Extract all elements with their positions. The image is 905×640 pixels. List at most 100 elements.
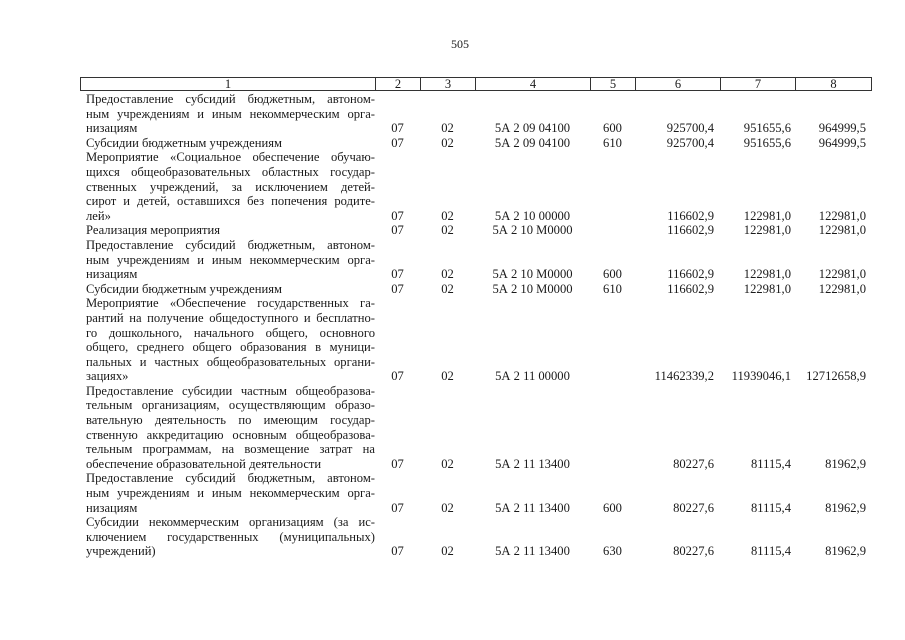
cell-c6: 116602,9 (667, 223, 714, 238)
cell-c8: 122981,0 (818, 267, 866, 282)
row-name-line: го дошкольного, начального общего, основ… (86, 325, 375, 340)
cell-c4: 5А 2 10 М0000 (492, 281, 573, 296)
cell-c3: 02 (441, 281, 454, 296)
row-name: Предоставление субсидий бюджетным, автон… (80, 471, 375, 515)
row-name-line: низациям (86, 121, 138, 136)
cell-c2: 07 (391, 208, 404, 223)
cell-c4: 5А 2 10 М0000 (492, 223, 573, 238)
cell-c7: 122981,0 (743, 223, 791, 238)
header-col-2: 2 (376, 78, 421, 90)
cell-c2: 07 (391, 369, 404, 384)
cell-c4: 5А 2 09 04100 (494, 121, 571, 136)
cell-c8: 81962,9 (825, 456, 866, 471)
row-name-line: тельным организациям, осуществляющим обр… (86, 398, 375, 413)
table-row: Предоставление субсидии частным общеобра… (80, 384, 870, 472)
table-header: 1 2 3 4 5 6 7 8 (80, 77, 872, 91)
row-name-line: Предоставление субсидий бюджетным, автон… (86, 237, 375, 252)
row-name-line: рантий на получение общедоступного и бес… (86, 310, 375, 325)
header-col-7: 7 (721, 78, 796, 90)
cell-c4: 5А 2 10 М0000 (492, 267, 573, 282)
cell-c3: 02 (441, 121, 454, 136)
row-name: Субсидии бюджетным учреждениям (80, 282, 375, 297)
row-name: Предоставление субсидий бюджетным, автон… (80, 238, 375, 282)
row-name-line: сирот и детей, оставшихся без попечения … (86, 194, 375, 209)
cell-c8: 12712658,9 (806, 369, 866, 384)
row-name-line: тельным программам, на возмещение затрат… (86, 442, 375, 457)
cell-c7: 81115,4 (751, 456, 791, 471)
table-row: Субсидии бюджетным учреждениям 07 02 5А 2 0… (80, 136, 870, 151)
row-name-line: щихся общеобразовательных областных госу… (86, 164, 375, 179)
row-name-line: ным учреждениям и иным некоммерческим ор… (86, 486, 375, 501)
cell-c5: 600 (603, 267, 622, 282)
header-col-1: 1 (81, 78, 376, 90)
cell-c7: 11939046,1 (731, 369, 791, 384)
row-name-line: Предоставление субсидии частным общеобра… (86, 383, 375, 398)
cell-c8: 81962,9 (825, 500, 866, 515)
row-name-line: обеспечение образовательной деятельности (86, 456, 322, 471)
table-row: Реализация мероприятия 07 02 5А 2 10 М0000 1… (80, 223, 870, 238)
table-row: Мероприятие «Обеспечение государственных… (80, 296, 870, 384)
cell-c3: 02 (441, 135, 454, 150)
row-name-line: низациям (86, 267, 138, 282)
cell-c8: 122981,0 (818, 223, 866, 238)
header-col-5: 5 (591, 78, 636, 90)
row-name-line: ным учреждениям и иным некоммерческим ор… (86, 252, 375, 267)
table-row: Предоставление субсидий бюджетным, автон… (80, 471, 870, 515)
row-name-line: вательную деятельность по имеющим госуда… (86, 413, 375, 428)
row-name-line: зациях» (86, 369, 129, 384)
cell-c7: 951655,6 (743, 121, 791, 136)
cell-c7: 122981,0 (743, 281, 791, 296)
header-col-4: 4 (476, 78, 591, 90)
cell-c7: 122981,0 (743, 267, 791, 282)
cell-c5 (590, 209, 635, 224)
row-name: Мероприятие «Социальное обеспечение обуч… (80, 150, 375, 223)
row-name-line: учреждений) (86, 544, 156, 559)
cell-c4: 5А 2 11 13400 (495, 456, 570, 471)
cell-c6: 80227,6 (673, 456, 714, 471)
cell-c3: 02 (441, 223, 454, 238)
row-name: Реализация мероприятия (80, 223, 375, 238)
cell-c4: 5А 2 10 00000 (494, 208, 571, 223)
cell-c6: 80227,6 (673, 500, 714, 515)
cell-c5: 600 (603, 500, 622, 515)
cell-c3: 02 (441, 544, 454, 559)
cell-c5 (590, 457, 635, 472)
cell-c4: 5А 2 11 00000 (495, 369, 570, 384)
row-name-line: ственную аккредитацию основным общеобраз… (86, 427, 375, 442)
row-name-line: Предоставление субсидий бюджетным, автон… (86, 92, 375, 106)
cell-c6: 11462339,2 (654, 369, 714, 384)
cell-c5: 610 (603, 281, 622, 296)
table-row: Субсидии некоммерческим организациям (за… (80, 515, 870, 559)
cell-c5 (590, 223, 635, 238)
cell-c5: 600 (603, 121, 622, 136)
row-name: Предоставление субсидий бюджетным, автон… (80, 92, 375, 136)
row-name-line: Мероприятие «Обеспечение государственных… (86, 296, 375, 311)
cell-c2: 07 (391, 456, 404, 471)
row-name-line: Предоставление субсидий бюджетным, автон… (86, 471, 375, 486)
cell-c6: 925700,4 (666, 135, 714, 150)
cell-c5: 630 (603, 544, 622, 559)
cell-c5: 610 (603, 135, 622, 150)
cell-c2: 07 (391, 267, 404, 282)
cell-c4: 5А 2 09 04100 (494, 135, 571, 150)
row-name-line: пальных и частных общеобразовательных ор… (86, 354, 375, 369)
cell-c2: 07 (391, 135, 404, 150)
header-col-8: 8 (830, 77, 837, 91)
cell-c4: 5А 2 11 13400 (495, 500, 570, 515)
cell-c6: 80227,6 (673, 544, 714, 559)
row-name-line: ным учреждениям и иным некоммерческим ор… (86, 106, 375, 121)
cell-c8: 81962,9 (825, 544, 866, 559)
cell-c4: 5А 2 11 13400 (495, 544, 570, 559)
cell-c3: 02 (441, 500, 454, 515)
page-number: 505 (451, 37, 469, 51)
header-col-6: 6 (636, 78, 721, 90)
cell-c7: 951655,6 (743, 135, 791, 150)
cell-c6: 925700,4 (666, 121, 714, 136)
table-row: Предоставление субсидий бюджетным, автон… (80, 92, 870, 136)
cell-c6: 116602,9 (667, 281, 714, 296)
cell-c3: 02 (441, 456, 454, 471)
cell-c2: 07 (391, 500, 404, 515)
cell-c2: 07 (391, 281, 404, 296)
cell-c8: 122981,0 (818, 281, 866, 296)
row-name-line: лей» (86, 208, 111, 223)
